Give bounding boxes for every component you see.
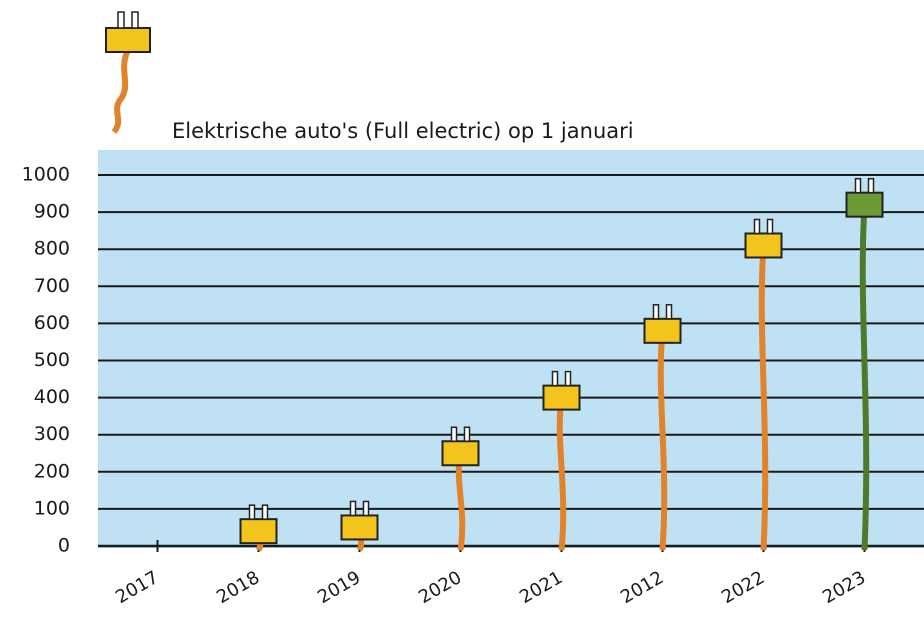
decorative-plug [106, 12, 150, 132]
plug-wire [762, 245, 765, 550]
plug-prong [364, 501, 369, 515]
plug-wire [560, 398, 563, 550]
plug-prong [654, 305, 659, 319]
plug-body [342, 515, 378, 539]
plug-body [645, 319, 681, 343]
x-tick-label: 2017 [112, 567, 162, 608]
plug-prong [452, 427, 457, 441]
x-tick-label: 2023 [819, 567, 869, 608]
x-tick-label: 2019 [314, 567, 364, 608]
y-tick-label: 700 [34, 275, 70, 297]
y-tick-label: 400 [34, 386, 70, 408]
x-tick-label: 2020 [415, 567, 465, 608]
plug-prong [263, 505, 268, 519]
y-tick-label: 900 [34, 201, 70, 223]
chart: Elektrische auto's (Full electric) op 1 … [0, 0, 924, 619]
plug-prong [351, 501, 356, 515]
plug-prong [465, 427, 470, 441]
x-tick-label: 2012 [617, 567, 667, 608]
plug-body [443, 441, 479, 465]
y-tick-label: 500 [34, 349, 70, 371]
plug-body [544, 386, 580, 410]
plug-prong [755, 219, 760, 233]
plug-prong [250, 505, 255, 519]
plug-body [746, 233, 782, 257]
y-tick-label: 1000 [22, 164, 70, 186]
plug-prong [768, 219, 773, 233]
plug-prong [869, 179, 874, 193]
plug-prong [553, 372, 558, 386]
plug-prong [566, 372, 571, 386]
plug-body [847, 193, 883, 217]
x-tick-label: 2021 [516, 567, 566, 608]
y-tick-label: 300 [34, 423, 70, 445]
plug-body [241, 519, 277, 543]
chart-title: Elektrische auto's (Full electric) op 1 … [172, 119, 634, 143]
y-tick-label: 800 [34, 238, 70, 260]
plug-prong [856, 179, 861, 193]
y-tick-label: 600 [34, 312, 70, 334]
x-tick-label: 2018 [213, 567, 263, 608]
plug-wire [459, 453, 462, 550]
y-tick-label: 0 [58, 535, 70, 557]
x-tick-label: 2022 [718, 567, 768, 608]
plug-wire [863, 205, 866, 550]
y-tick-label: 100 [34, 497, 70, 519]
plug-wire [661, 331, 664, 550]
plot-background [98, 150, 924, 548]
y-tick-label: 200 [34, 460, 70, 482]
plug-prong [667, 305, 672, 319]
